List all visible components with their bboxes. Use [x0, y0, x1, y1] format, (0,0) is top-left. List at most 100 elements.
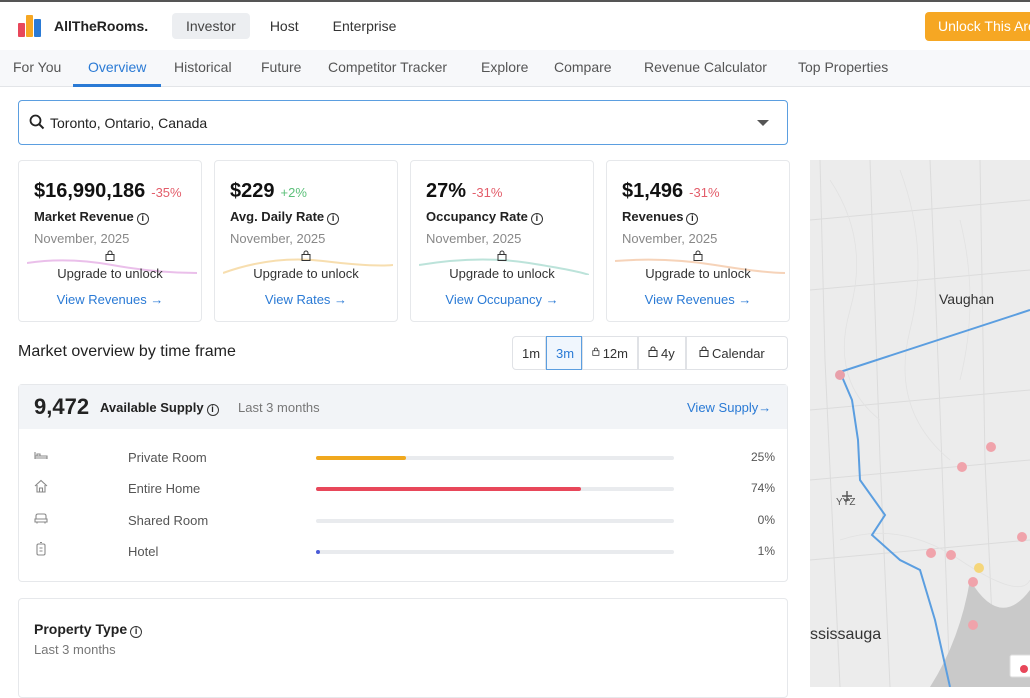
info-icon[interactable]: i [530, 213, 543, 225]
property-type-title: Property Type i [34, 621, 143, 638]
lock-icon [648, 346, 658, 357]
supply-bar-fill [316, 456, 406, 460]
lock-icon [301, 250, 311, 261]
tab-future[interactable]: Future [261, 59, 302, 75]
upgrade-to-unlock[interactable]: Upgrade to unlock [57, 266, 163, 281]
map-boundary-line [839, 309, 1030, 373]
top-nav: Investor Host Enterprise [172, 13, 410, 39]
top-bar: AllTheRooms. Investor Host Enterprise Un… [0, 0, 1030, 50]
home-icon [34, 479, 48, 493]
sofa-icon [34, 513, 48, 524]
tab-historical[interactable]: Historical [174, 59, 232, 75]
brand-logo[interactable]: AllTheRooms. [18, 15, 148, 37]
map-marker[interactable] [968, 620, 978, 630]
tab-top-properties[interactable]: Top Properties [798, 59, 889, 75]
map-marker[interactable] [835, 370, 845, 380]
supply-bar-track [316, 456, 674, 460]
supply-row-percent: 1% [757, 544, 775, 558]
metric-card-market-revenue: $16,990,186 -35% Market Revenue i November… [18, 160, 202, 322]
tab-explore[interactable]: Explore [481, 59, 529, 75]
unlock-area-button[interactable]: Unlock This Area [925, 12, 1030, 41]
tab-overview[interactable]: Overview [88, 59, 147, 75]
brand-name: AllTheRooms. [54, 18, 149, 34]
map-boundary-line [839, 371, 951, 687]
supply-label: Available Supply i [100, 400, 219, 416]
map-marker[interactable] [986, 442, 996, 452]
supply-row-entire-home: Entire Home 74% [19, 477, 787, 501]
map-marker[interactable] [957, 462, 967, 472]
supply-bar-track [316, 487, 674, 491]
market-map[interactable]: Vaughan YYZ ssissauga [810, 160, 1030, 687]
tab-compare[interactable]: Compare [554, 59, 612, 75]
upgrade-to-unlock[interactable]: Upgrade to unlock [253, 266, 359, 281]
supply-header: 9,472 Available Supply i Last 3 months Vi… [19, 385, 787, 429]
lock-icon [592, 347, 600, 356]
supply-row-label: Hotel [128, 544, 159, 559]
map-label-airport: YYZ [836, 497, 856, 508]
logo-icon [18, 15, 46, 37]
metric-card-adr: $229 +2% Avg. Daily Rate i November, 2025 … [214, 160, 398, 322]
map-label-mississauga: ssissauga [810, 626, 882, 643]
metric-label: Avg. Daily Rate i [230, 209, 340, 225]
supply-bar-track [316, 550, 674, 554]
map-marker[interactable] [1020, 665, 1028, 673]
airport-icon [842, 491, 852, 501]
lock-icon [105, 250, 115, 261]
lock-icon [497, 250, 507, 261]
view-supply-link[interactable]: View Supply→ [687, 400, 772, 415]
topnav-host[interactable]: Host [269, 18, 299, 34]
timeframe-calendar[interactable]: Calendar [686, 336, 788, 370]
view-occupancy-link[interactable]: View Occupancy → [445, 292, 559, 307]
info-icon[interactable]: i [686, 213, 699, 225]
info-icon[interactable]: i [206, 404, 219, 416]
map-marker[interactable] [968, 577, 978, 587]
blurred-chart-line [615, 258, 785, 274]
map-marker[interactable] [926, 548, 936, 558]
info-icon[interactable]: i [136, 213, 149, 225]
tab-competitor-tracker[interactable]: Competitor Tracker [328, 59, 448, 75]
metric-value: $229 +2% [230, 180, 307, 202]
metric-date: November, 2025 [622, 231, 718, 246]
topnav-enterprise[interactable]: Enterprise [332, 18, 397, 34]
view-rates-link[interactable]: View Rates → [264, 292, 348, 307]
map-marker[interactable] [974, 563, 984, 573]
timeframe-12m[interactable]: 12m [582, 336, 638, 370]
timeframe-4y[interactable]: 4y [638, 336, 686, 370]
tab-revenue-calculator[interactable]: Revenue Calculator [644, 59, 767, 75]
map-marker[interactable] [1017, 532, 1027, 542]
supply-row-percent: 0% [757, 513, 775, 527]
lock-icon [693, 250, 703, 261]
supply-bar-fill [316, 550, 320, 554]
chevron-down-icon[interactable] [757, 120, 769, 126]
view-revenues-link[interactable]: View Revenues → [56, 292, 164, 307]
supply-row-shared-room: Shared Room 0% [19, 509, 787, 533]
map-canvas [810, 160, 1030, 687]
topnav-investor[interactable]: Investor [172, 13, 250, 39]
metric-change: -31% [472, 185, 503, 200]
metric-change: +2% [280, 185, 307, 200]
metric-card-revenues: $1,496 -31% Revenues i November, 2025 Upgr… [606, 160, 790, 322]
hotel-icon [36, 541, 46, 556]
metric-change: -31% [689, 185, 720, 200]
supply-period: Last 3 months [238, 400, 320, 415]
upgrade-to-unlock[interactable]: Upgrade to unlock [645, 266, 751, 281]
tab-for-you[interactable]: For You [13, 59, 62, 75]
section-tabs: For You Overview Historical Future Compe… [0, 50, 1030, 87]
info-icon[interactable]: i [130, 626, 143, 638]
location-search-input[interactable]: Toronto, Ontario, Canada [18, 100, 788, 145]
metric-label: Market Revenue i [34, 209, 149, 225]
metric-value: 27% -31% [426, 180, 503, 202]
view-revenues-link[interactable]: View Revenues → [644, 292, 752, 307]
timeframe-1m[interactable]: 1m [512, 336, 546, 370]
supply-bar-fill [316, 487, 581, 491]
timeframe-3m[interactable]: 3m [546, 336, 582, 370]
available-supply-panel: 9,472 Available Supply i Last 3 months Vi… [18, 384, 788, 582]
info-icon[interactable]: i [327, 213, 340, 225]
blurred-chart-line [419, 258, 589, 275]
metric-label: Occupancy Rate i [426, 209, 543, 225]
map-marker[interactable] [946, 550, 956, 560]
upgrade-to-unlock[interactable]: Upgrade to unlock [449, 266, 555, 281]
property-type-period: Last 3 months [34, 642, 116, 657]
map-label-vaughan: Vaughan [939, 291, 995, 307]
search-value: Toronto, Ontario, Canada [50, 115, 208, 131]
